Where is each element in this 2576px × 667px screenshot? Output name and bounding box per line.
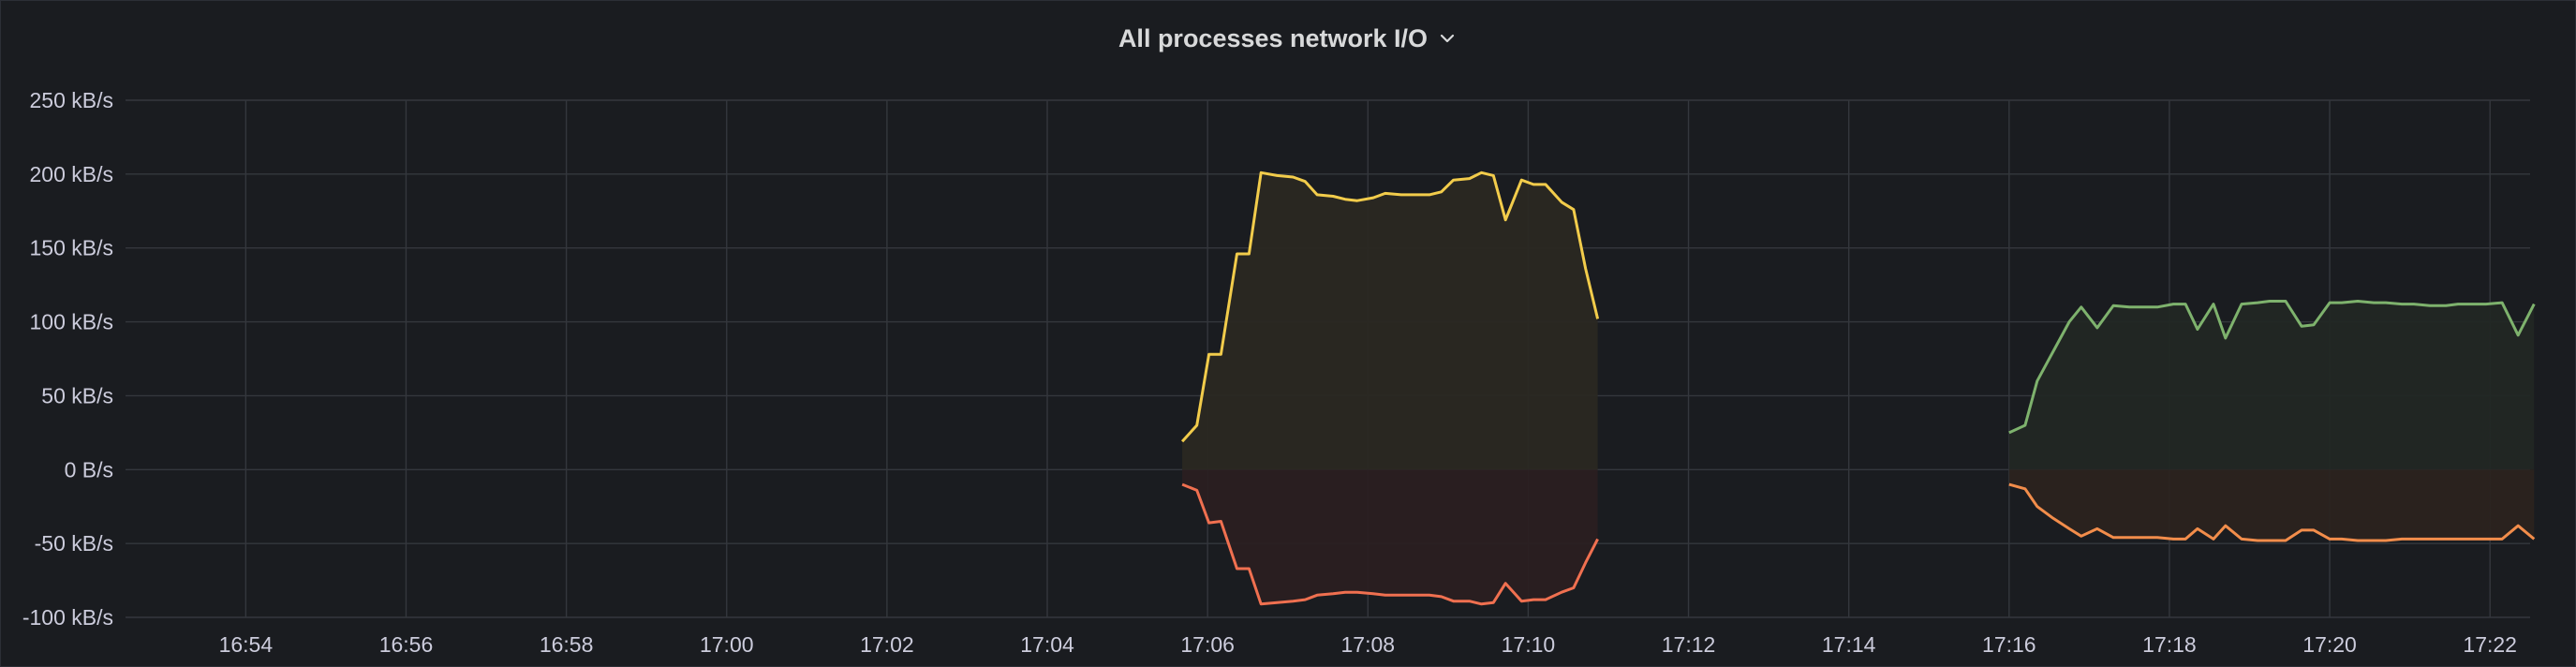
y-tick-label: 150 kB/s <box>30 236 114 260</box>
y-tick-label: -50 kB/s <box>35 531 113 556</box>
x-tick-label: 17:10 <box>1502 632 1556 657</box>
x-tick-label: 17:16 <box>1982 632 2036 657</box>
y-tick-label: 200 kB/s <box>30 162 114 186</box>
series-2-line <box>2008 300 2536 435</box>
x-tick-label: 17:02 <box>860 632 914 657</box>
y-tick-label: 0 B/s <box>65 457 113 482</box>
panel-title[interactable]: All processes network I/O <box>1118 23 1429 52</box>
series-3-line <box>2008 482 2536 542</box>
x-tick-label: 17:20 <box>2302 632 2357 657</box>
x-tick-label: 17:00 <box>700 632 754 657</box>
chevron-down-icon[interactable] <box>1437 28 1458 49</box>
y-tick-label: 250 kB/s <box>30 88 114 112</box>
x-tick-label: 17:06 <box>1180 632 1235 657</box>
series-1-area <box>1182 469 1598 604</box>
y-tick-label: 50 kB/s <box>41 383 113 408</box>
x-tick-label: 17:12 <box>1662 632 1716 657</box>
x-tick-label: 17:18 <box>2142 632 2197 657</box>
x-tick-label: 17:22 <box>2463 632 2517 657</box>
x-tick-label: 16:54 <box>219 632 274 657</box>
panel-header[interactable]: All processes network I/O <box>1 14 2575 63</box>
x-tick-label: 16:58 <box>540 632 594 657</box>
y-tick-label: -100 kB/s <box>22 605 113 630</box>
x-tick-label: 17:08 <box>1341 632 1396 657</box>
y-tick-label: 100 kB/s <box>30 310 114 334</box>
series-0-line <box>1180 170 1600 443</box>
x-tick-label: 16:56 <box>379 632 434 657</box>
x-tick-label: 17:14 <box>1822 632 1876 657</box>
series-2-area <box>2008 301 2535 470</box>
series-3-area <box>2008 469 2535 541</box>
series-1-line <box>1181 482 1599 606</box>
x-tick-label: 17:04 <box>1020 632 1074 657</box>
series-0-area <box>1182 172 1598 470</box>
